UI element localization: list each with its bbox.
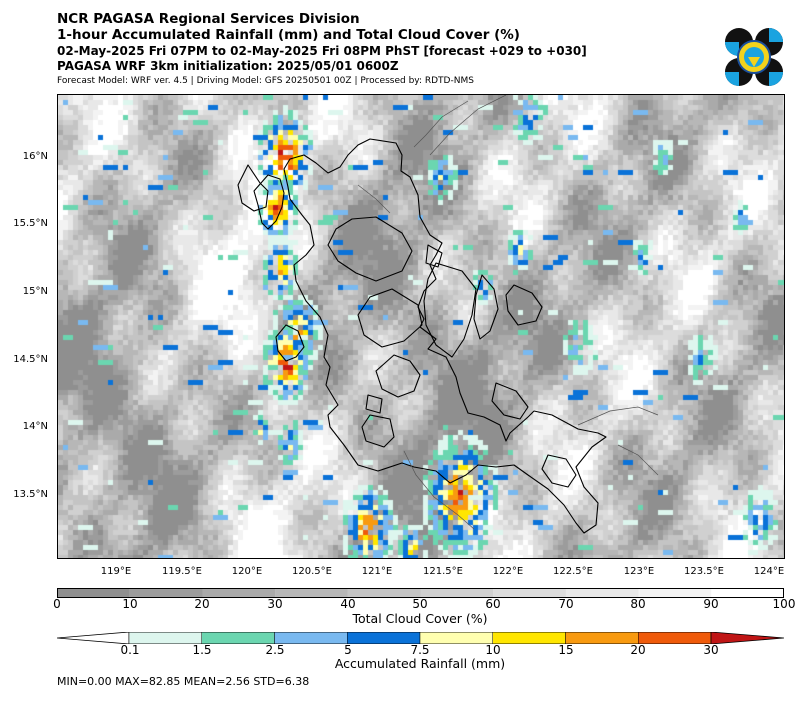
cloud-colorbar-segment (202, 588, 276, 598)
cloud-colorbar-segment (420, 588, 494, 598)
rain-colorbar-segment (274, 632, 348, 644)
lon-label: 123.5°E (684, 566, 724, 577)
rain-tick-label: 7.5 (410, 643, 430, 657)
lat-label: 14.5°N (13, 354, 48, 365)
lon-label: 123°E (623, 566, 655, 577)
lon-label: 122.5°E (553, 566, 593, 577)
cloud-tick-label: 10 (122, 597, 138, 611)
rain-tick-label: 15 (558, 643, 574, 657)
pagasa-logo-icon (725, 28, 783, 86)
cloud-tick-label: 0 (53, 597, 61, 611)
rain-colorbar-segment (638, 632, 712, 644)
rain-colorbar-segment (419, 632, 494, 644)
lon-label: 121.5°E (423, 566, 463, 577)
rain-tick-label: 2.5 (265, 643, 285, 657)
lon-label: 119.5°E (162, 566, 202, 577)
rain-colorbar-segment (492, 632, 566, 644)
cloud-colorbar-segment (493, 588, 566, 598)
lat-label: 15.5°N (13, 218, 48, 229)
cloud-colorbar-segment (347, 588, 421, 598)
cloud-tick-label: 100 (772, 597, 796, 611)
cloud-colorbar-segment (565, 588, 639, 598)
map-subtitle: 1-hour Accumulated Rainfall (mm) and Tot… (57, 27, 520, 43)
rain-tick-label: 0.1 (120, 643, 140, 657)
model-info: Forecast Model: WRF ver. 4.5 | Driving M… (57, 76, 474, 86)
initialization-time: PAGASA WRF 3km initialization: 2025/05/0… (57, 59, 399, 73)
cloud-colorbar-segment (57, 588, 130, 598)
rain-colorbar-label: Accumulated Rainfall (mm) (334, 656, 506, 671)
cloud-tick-label: 50 (412, 597, 428, 611)
lon-label: 119°E (100, 566, 132, 577)
rain-tick-label: 5 (344, 643, 352, 657)
rain-colorbar-segment (347, 632, 421, 644)
cloud-tick-label: 90 (703, 597, 719, 611)
lat-label: 13.5°N (13, 489, 48, 500)
cloud-tick-label: 80 (630, 597, 646, 611)
cloud-cover-colorbar (57, 588, 784, 598)
rain-tick-label: 10 (485, 643, 501, 657)
statistics-line: MIN=0.00 MAX=82.85 MEAN=2.56 STD=6.38 (57, 675, 310, 688)
rain-colorbar-segment (128, 632, 203, 644)
rain-tick-label: 1.5 (192, 643, 212, 657)
cloud-tick-label: 70 (558, 597, 574, 611)
cloud-colorbar-segment (275, 588, 348, 598)
lon-label: 120.5°E (292, 566, 332, 577)
lat-label: 15°N (22, 286, 48, 297)
lat-label: 16°N (22, 151, 48, 162)
cloud-tick-label: 30 (267, 597, 283, 611)
cloud-colorbar-segment (129, 588, 203, 598)
rain-tick-label: 20 (630, 643, 646, 657)
rainfall-cloud-map[interactable] (57, 94, 785, 559)
lon-label: 122°E (492, 566, 524, 577)
rain-tick-label: 30 (703, 643, 719, 657)
lon-label: 124°E (753, 566, 785, 577)
cloud-tick-label: 40 (340, 597, 356, 611)
lon-label: 121°E (361, 566, 393, 577)
cloud-colorbar-segment (638, 588, 712, 598)
rain-colorbar-segment (201, 632, 275, 644)
cloud-colorbar-segment (711, 588, 784, 598)
rainfall-colorbar (57, 632, 784, 644)
cloud-tick-label: 20 (194, 597, 210, 611)
cloud-colorbar-label: Total Cloud Cover (%) (352, 611, 488, 626)
cloud-tick-label: 60 (485, 597, 501, 611)
province-boundaries (237, 95, 659, 534)
rain-colorbar-segment (565, 632, 639, 644)
forecast-period: 02-May-2025 Fri 07PM to 02-May-2025 Fri … (57, 44, 587, 58)
map-title: NCR PAGASA Regional Services Division (57, 11, 360, 27)
lon-label: 120°E (231, 566, 263, 577)
lat-label: 14°N (22, 421, 48, 432)
